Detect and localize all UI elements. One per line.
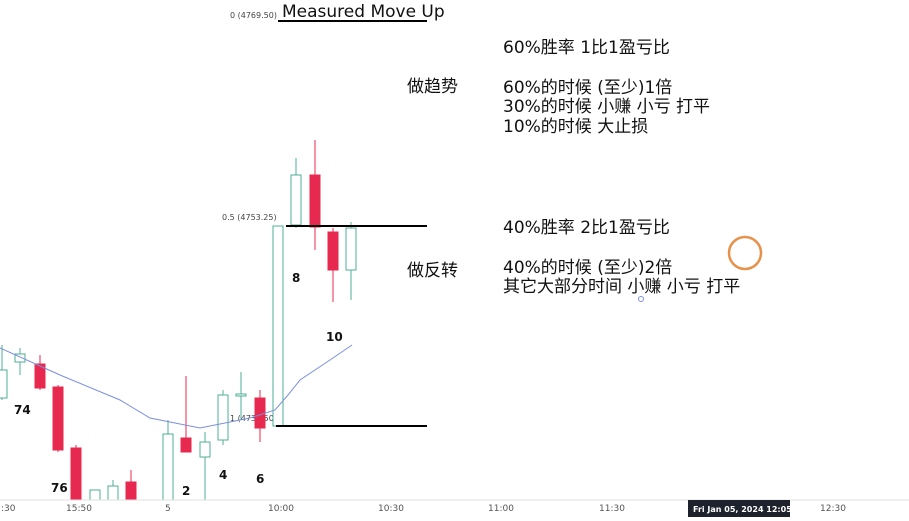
time-label: 5	[165, 504, 171, 514]
bar-label: 4	[219, 468, 227, 482]
title: Measured Move Up	[282, 2, 445, 22]
note: 40%的时候 (至少)2倍	[503, 258, 672, 278]
note: 60%胜率 1比1盈亏比	[503, 38, 670, 58]
time-label: 10:00	[268, 504, 294, 514]
bar-label: 6	[256, 472, 264, 486]
note: 30%的时候 小赚 小亏 打平	[503, 97, 710, 117]
moving-average	[0, 344, 353, 429]
bar-label: 74	[14, 403, 31, 417]
level-label: 1 (4737.50)	[230, 414, 277, 423]
time-label: 11:00	[488, 504, 514, 514]
time-label: 10:30	[378, 504, 404, 514]
note: 其它大部分时间 小赚 小亏 打平	[503, 277, 740, 297]
candles: 1 (4737.50)	[0, 140, 357, 501]
time-label: :30	[1, 504, 16, 514]
crosshair-box	[688, 500, 790, 517]
bar-label: 8	[292, 271, 300, 285]
marker	[638, 296, 644, 302]
time-label: 15:50	[66, 504, 92, 514]
note-label: 做反转	[407, 261, 458, 281]
note: 40%胜率 2比1盈亏比	[503, 218, 670, 238]
crosshair-label: Fri Jan 05, 2024 12:05	[693, 505, 792, 514]
time-axis: :30 15:50 5 10:00 10:30 11:00 11:30 12:3…	[1, 504, 846, 514]
time-label: 11:30	[599, 504, 625, 514]
note: 60%的时候 (至少)1倍	[503, 78, 672, 98]
time-label: 12:30	[820, 504, 846, 514]
bar-label: 10	[326, 330, 343, 344]
note-label: 做趋势	[407, 77, 458, 97]
note: 10%的时候 大止损	[503, 117, 648, 137]
level-label: 0.5 (4753.25)	[222, 213, 277, 222]
level-label: 0 (4769.50)	[230, 11, 277, 20]
cursor-highlight	[727, 235, 763, 271]
bar-label: 76	[51, 481, 68, 495]
bar-label: 2	[182, 484, 190, 498]
